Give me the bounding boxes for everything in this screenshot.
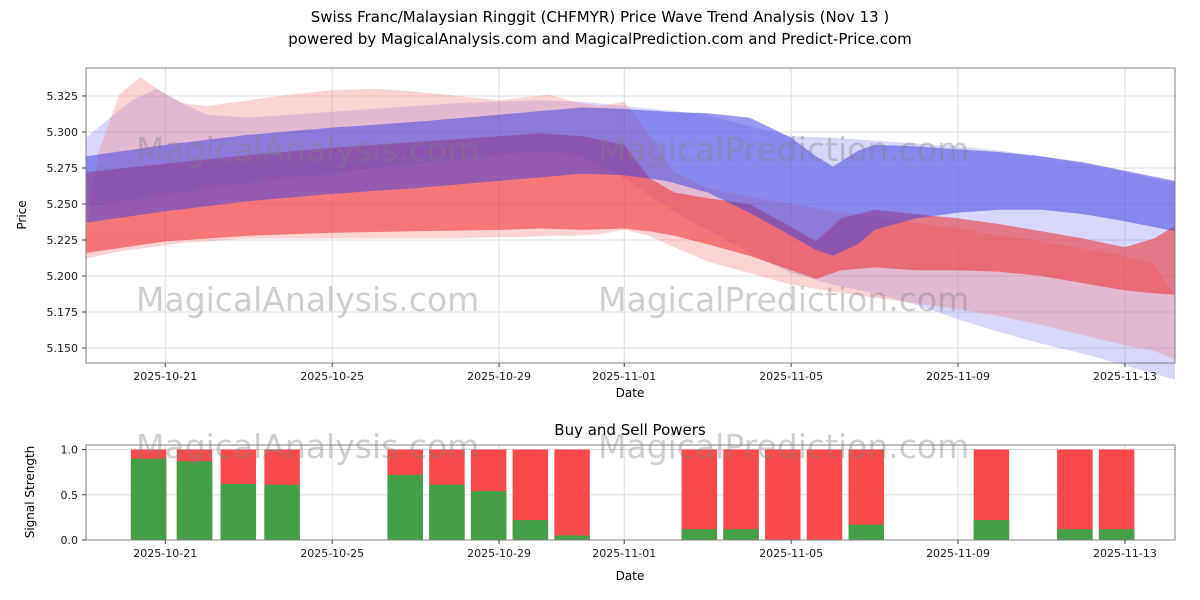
date-axis-label-bottom: Date bbox=[615, 569, 645, 583]
svg-text:2025-11-13: 2025-11-13 bbox=[1093, 547, 1157, 560]
svg-text:2025-11-09: 2025-11-09 bbox=[926, 370, 990, 383]
svg-text:5.225: 5.225 bbox=[47, 234, 79, 247]
svg-text:2025-10-29: 2025-10-29 bbox=[467, 547, 531, 560]
svg-text:0.0: 0.0 bbox=[61, 534, 79, 547]
signal-strength-axis-label: Signal Strength bbox=[23, 445, 37, 539]
svg-text:5.250: 5.250 bbox=[47, 198, 79, 211]
svg-text:5.175: 5.175 bbox=[47, 306, 79, 319]
svg-text:5.200: 5.200 bbox=[47, 270, 79, 283]
date-axis-label-top: Date bbox=[615, 386, 645, 400]
svg-text:5.300: 5.300 bbox=[47, 126, 79, 139]
price-axis-label: Price bbox=[15, 200, 29, 230]
svg-text:5.150: 5.150 bbox=[47, 342, 79, 355]
svg-text:2025-11-05: 2025-11-05 bbox=[759, 547, 823, 560]
svg-text:2025-11-05: 2025-11-05 bbox=[759, 370, 823, 383]
svg-text:1.0: 1.0 bbox=[61, 444, 79, 457]
svg-text:5.275: 5.275 bbox=[47, 162, 79, 175]
page-title: Swiss Franc/Malaysian Ringgit (CHFMYR) P… bbox=[310, 8, 890, 26]
svg-text:0.5: 0.5 bbox=[61, 489, 79, 502]
svg-text:2025-11-09: 2025-11-09 bbox=[926, 547, 990, 560]
svg-text:2025-10-25: 2025-10-25 bbox=[300, 547, 364, 560]
svg-text:2025-10-25: 2025-10-25 bbox=[300, 370, 364, 383]
svg-text:2025-11-13: 2025-11-13 bbox=[1093, 370, 1157, 383]
bar-chart-title: Buy and Sell Powers bbox=[554, 421, 706, 439]
svg-text:2025-10-21: 2025-10-21 bbox=[133, 547, 197, 560]
svg-text:2025-10-29: 2025-10-29 bbox=[467, 370, 531, 383]
svg-text:5.325: 5.325 bbox=[47, 90, 79, 103]
page-subtitle: powered by MagicalAnalysis.com and Magic… bbox=[288, 30, 912, 48]
svg-text:2025-10-21: 2025-10-21 bbox=[133, 370, 197, 383]
svg-text:2025-11-01: 2025-11-01 bbox=[592, 547, 656, 560]
svg-text:2025-11-01: 2025-11-01 bbox=[592, 370, 656, 383]
